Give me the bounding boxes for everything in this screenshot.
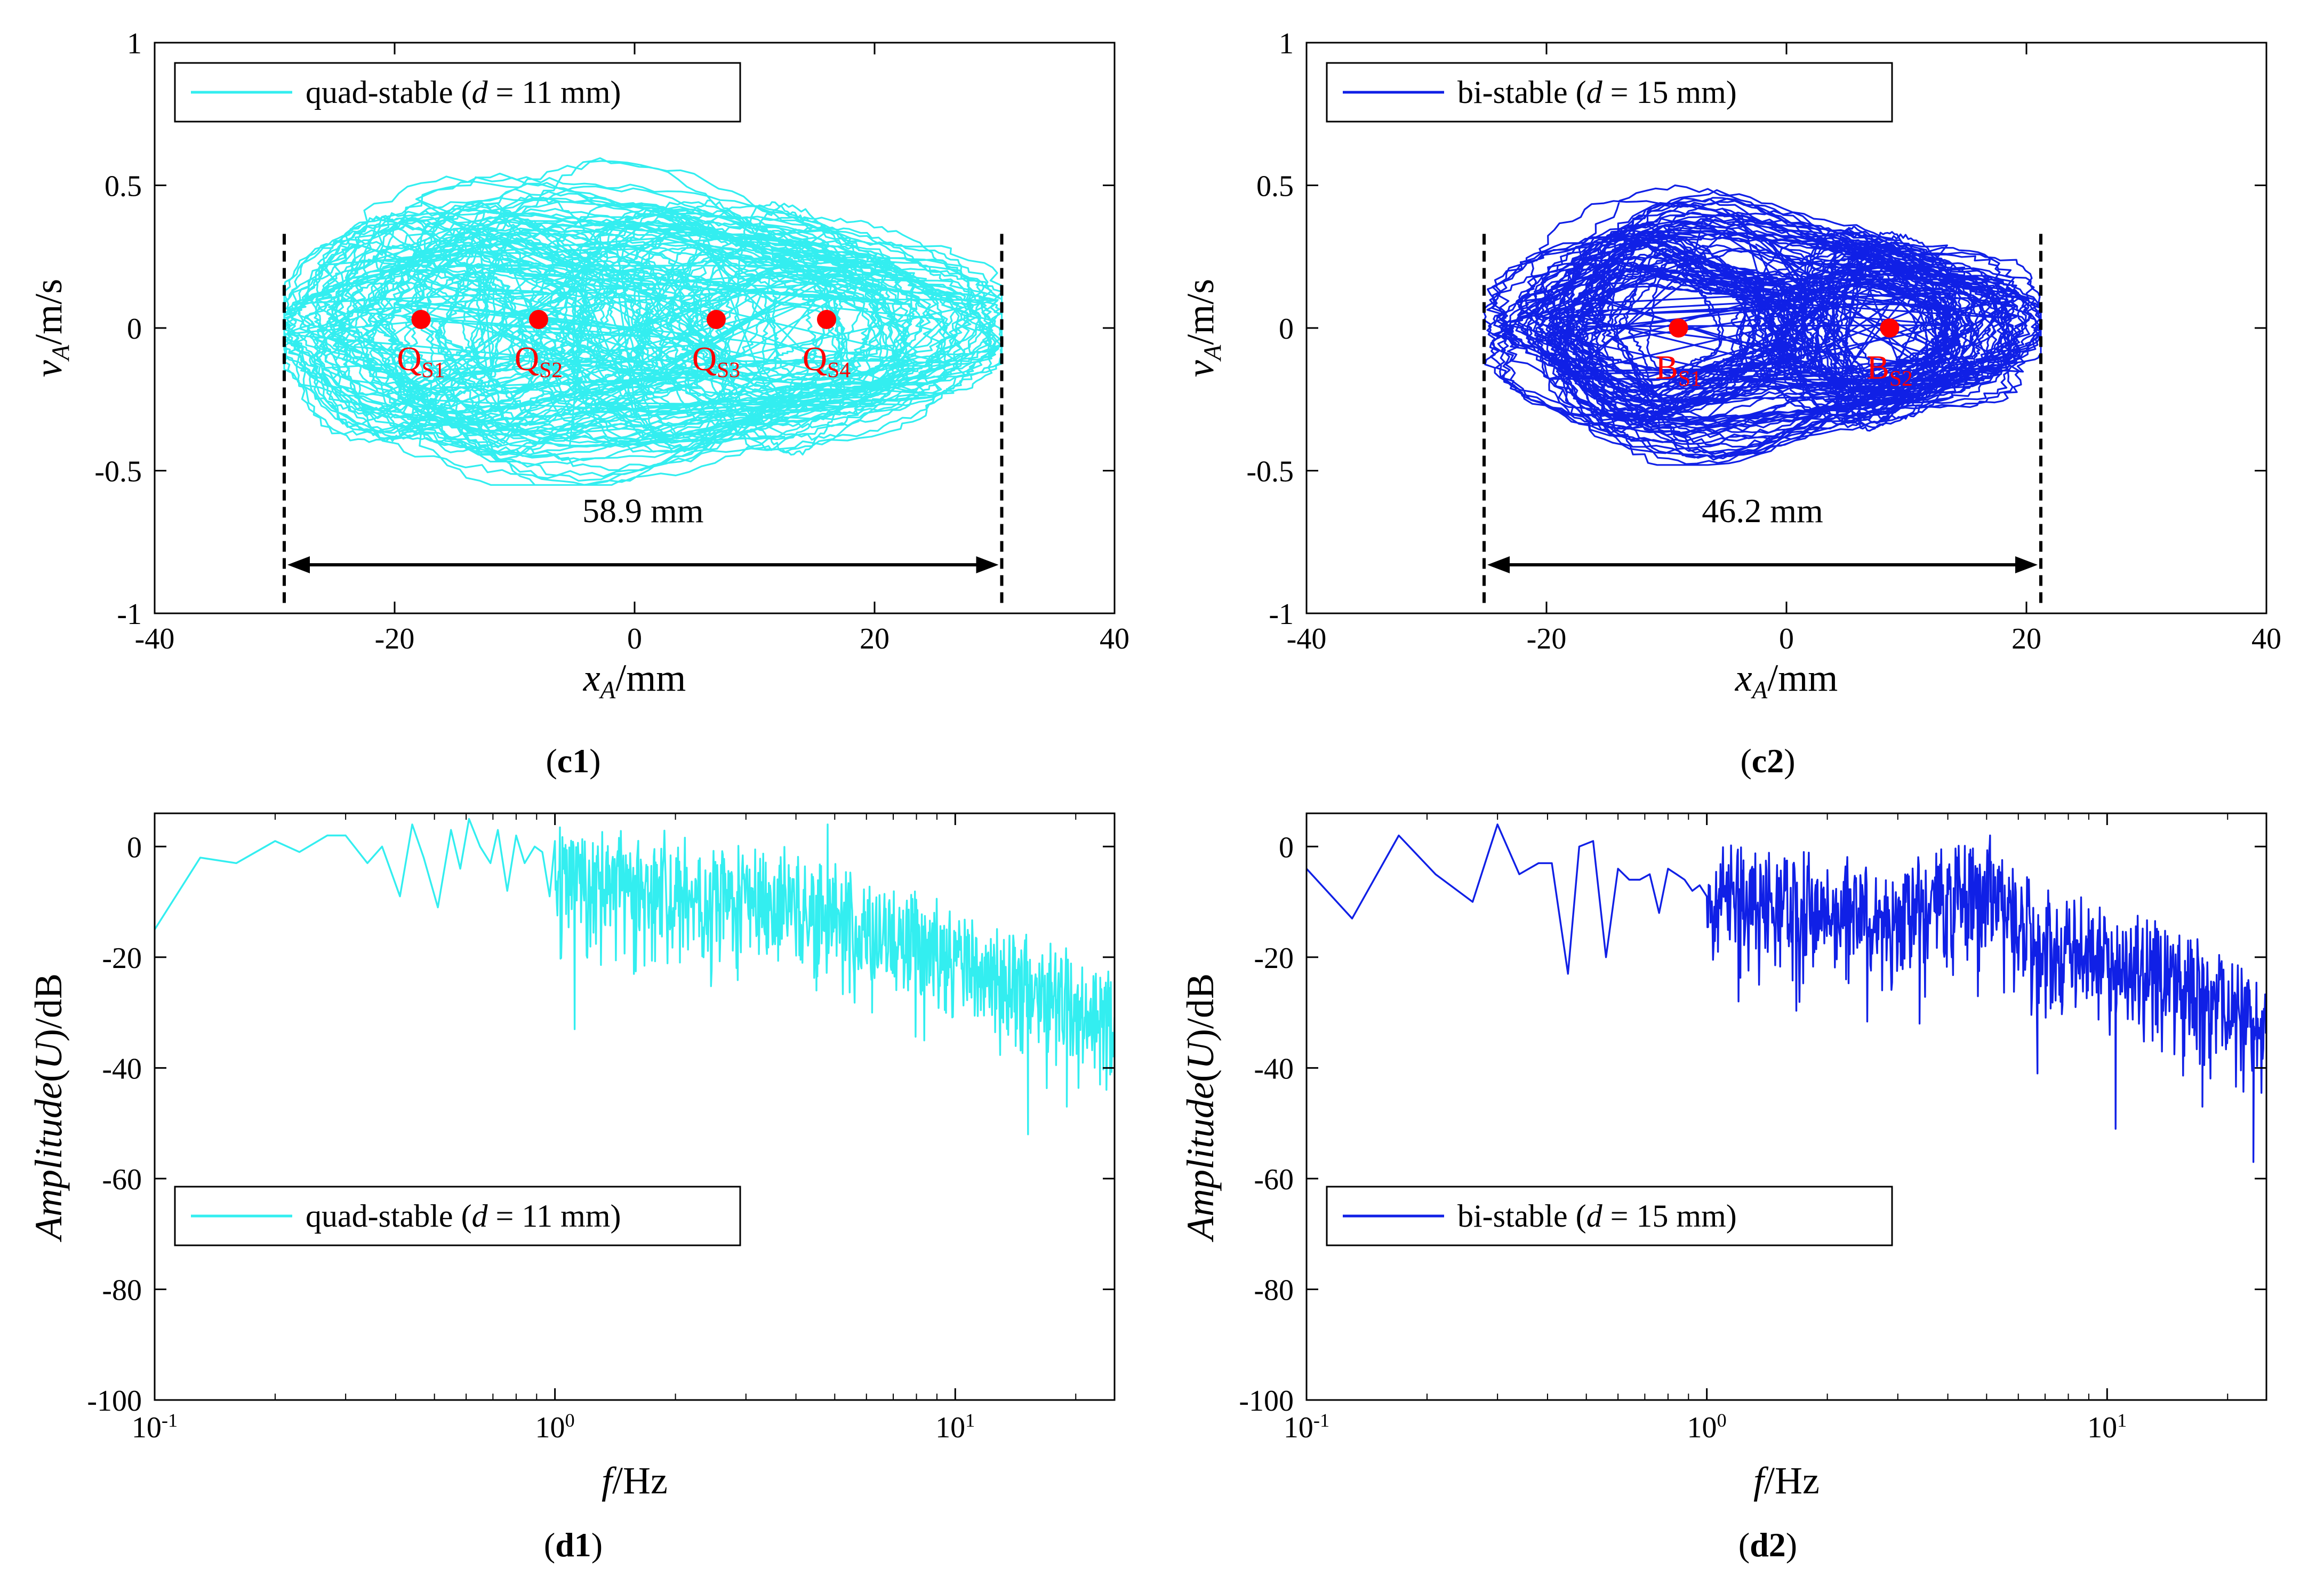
stable-point-c1-s2	[529, 309, 548, 329]
y-tick-label-c2: 0.5	[1256, 170, 1294, 203]
arrowhead-right-c1	[976, 556, 999, 574]
y-tick-label-c1: 1	[127, 27, 142, 60]
caption-c1: (c1)	[546, 742, 601, 780]
arrowhead-right-c2	[2015, 556, 2038, 574]
arrowhead-left-c2	[1487, 556, 1510, 574]
y-tick-label-d2: -40	[1254, 1052, 1294, 1085]
caption-d1: (d1)	[543, 1526, 603, 1564]
y-axis-label-d1: Amplitude(U)/dB	[27, 973, 70, 1242]
stable-point-label-c2-s1: BS1	[1655, 348, 1702, 390]
y-tick-label-d1: -40	[102, 1052, 142, 1085]
y-tick-label-d2: -60	[1254, 1163, 1294, 1196]
chart-c2: -40 -20 0 20 40 -1 -0.5 0 0.5 1 xA/mm vA/m/s 46.2 mm…	[1179, 27, 2281, 704]
legend-label-d1: quad-stable (d = 11 mm)	[306, 1198, 621, 1234]
stable-point-c1-s4	[817, 309, 836, 329]
y-tick-label-c1: 0.5	[105, 170, 142, 203]
x-tick-label-d2: 10-1	[1284, 1410, 1329, 1444]
range-annotation-c2: 46.2 mm	[1702, 492, 1823, 530]
y-tick-label-c1: -1	[117, 598, 142, 631]
series-line-d1	[155, 818, 1115, 1135]
chart-d1: 10-1 100 101 -100 -80 -60 -40 -20 0 f/Hz Amplitude…	[27, 812, 1116, 1502]
x-tick-label-d2: 100	[1687, 1410, 1727, 1444]
x-tick-label-c1: 20	[860, 622, 889, 655]
chart-c1: -40 -20 0 20 40 -1 -0.5 0 0.5 1 xA/mm vA/m/s 58.9 mm…	[27, 27, 1129, 704]
y-tick-label-c2: -0.5	[1246, 455, 1294, 489]
y-tick-label-d1: -80	[102, 1274, 142, 1307]
y-tick-label-d1: -20	[102, 942, 142, 975]
stable-point-c1-s3	[707, 309, 726, 329]
y-tick-label-c1: 0	[127, 313, 142, 346]
x-tick-label-c2: 20	[2012, 622, 2041, 655]
axes-frame-d2	[1305, 812, 2267, 1401]
caption-d2: (d2)	[1738, 1526, 1798, 1564]
legend-label-c2: bi-stable (d = 15 mm)	[1457, 75, 1737, 110]
y-tick-label-d1: 0	[127, 831, 142, 864]
y-tick-label-c2: 1	[1279, 27, 1294, 60]
x-tick-label-c1: -20	[375, 622, 415, 655]
stable-point-label-c1-s1: QS1	[397, 340, 445, 382]
y-tick-label-c2: 0	[1279, 313, 1294, 346]
y-axis-label-d2: Amplitude(U)/dB	[1179, 973, 1222, 1242]
y-tick-label-d1: -100	[87, 1385, 142, 1418]
y-tick-label-d2: -20	[1254, 942, 1294, 975]
stable-point-c2-s2	[1880, 318, 1900, 338]
x-tick-label-d2: 101	[2087, 1410, 2127, 1444]
stable-point-label-c2-s2: BS2	[1866, 348, 1913, 390]
y-tick-label-d2: 0	[1279, 831, 1294, 864]
x-axis-label-c2: xA/mm	[1735, 657, 1838, 704]
x-tick-label-c2: 40	[2251, 622, 2281, 655]
y-tick-label-d2: -100	[1239, 1385, 1294, 1418]
y-tick-label-d2: -80	[1254, 1274, 1294, 1307]
legend-label-c1: quad-stable (d = 11 mm)	[306, 75, 621, 110]
stable-point-label-c1-s2: QS2	[515, 340, 563, 382]
stable-point-label-c1-s3: QS3	[692, 340, 740, 382]
arrowhead-left-c1	[287, 556, 310, 574]
x-axis-label-d2: f/Hz	[1753, 1459, 1820, 1502]
y-tick-label-c2: -1	[1269, 598, 1294, 631]
series-line-c1	[283, 157, 1003, 486]
range-annotation-c1: 58.9 mm	[582, 492, 704, 530]
x-tick-label-c2: -40	[1287, 622, 1327, 655]
stable-point-label-c1-s4: QS4	[803, 340, 851, 382]
x-tick-label-c1: -40	[135, 622, 175, 655]
x-tick-label-c1: 40	[1100, 622, 1129, 655]
stable-point-c2-s1	[1669, 318, 1688, 338]
series-line-c2	[1483, 184, 2042, 466]
y-axis-label-c2: vA/m/s	[1179, 279, 1227, 378]
x-tick-label-c2: -20	[1527, 622, 1567, 655]
y-tick-label-d1: -60	[102, 1163, 142, 1196]
x-axis-label-c1: xA/mm	[583, 657, 686, 704]
y-axis-label-c1: vA/m/s	[27, 279, 75, 378]
x-tick-label-d1: 10-1	[132, 1410, 178, 1444]
axes-frame-d1	[154, 812, 1116, 1401]
y-tick-label-c1: -0.5	[94, 455, 142, 489]
x-tick-label-d1: 100	[535, 1410, 575, 1444]
stable-point-c1-s1	[411, 309, 431, 329]
series-line-d2	[1307, 823, 2266, 1163]
x-tick-label-c1: 0	[627, 622, 642, 655]
x-tick-label-c2: 0	[1779, 622, 1794, 655]
x-axis-label-d1: f/Hz	[602, 1459, 668, 1502]
x-tick-label-d1: 101	[935, 1410, 975, 1444]
chart-d2: 10-1 100 101 -100 -80 -60 -40 -20 0 f/Hz Amplitude…	[1179, 812, 2267, 1502]
legend-label-d2: bi-stable (d = 15 mm)	[1457, 1198, 1737, 1234]
caption-c2: (c2)	[1740, 742, 1796, 780]
